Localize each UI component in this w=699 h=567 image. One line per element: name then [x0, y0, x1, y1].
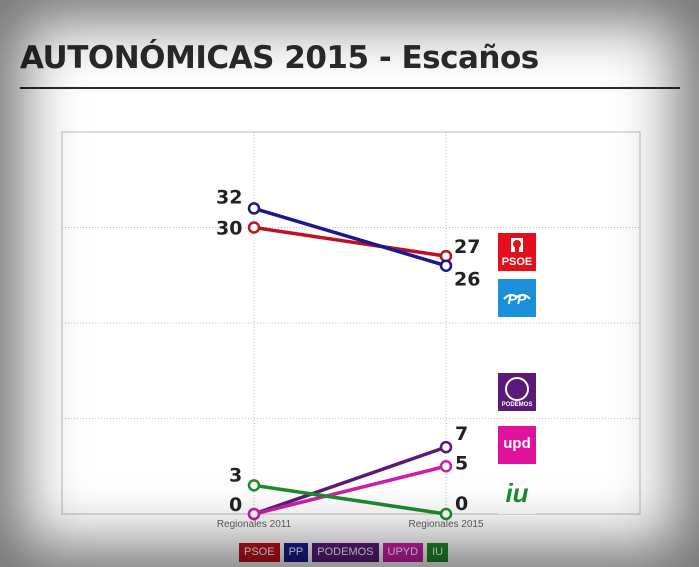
data-label-psoe: 27 [454, 236, 480, 258]
data-label-iu: 0 [455, 493, 468, 515]
series-line-upyd [252, 464, 448, 516]
series-line-pp [252, 206, 448, 268]
data-point-upyd [247, 507, 261, 521]
data-label-psoe: 30 [216, 218, 242, 240]
legend-item-psoe: PSOE [239, 543, 280, 562]
data-point-upyd [439, 460, 453, 473]
data-point-pp [247, 202, 261, 215]
data-label-podemos: 0 [229, 494, 242, 516]
iu-logo-text: iu [505, 478, 529, 508]
data-point-podemos [439, 440, 453, 454]
series-lines [247, 202, 453, 521]
data-label-pp: 32 [216, 186, 242, 208]
title-underline [20, 87, 680, 89]
data-point-psoe [247, 221, 261, 234]
chart-grid [61, 131, 641, 515]
podemos-circles-icon [505, 377, 529, 401]
psoe-logo-text: PSOE [501, 256, 533, 268]
upyd-logo-text: upd [503, 435, 531, 452]
x-tick-label: Regionales 2011 [217, 519, 292, 530]
pp-logo-text: PP [507, 291, 527, 307]
psoe-logo: PSOE [498, 233, 536, 271]
legend-item-pp: PP [283, 543, 309, 562]
chart-title: AUTONÓMICAS 2015 - Escaños [20, 40, 539, 76]
upyd-logo: upd [498, 426, 536, 464]
data-point-iu [439, 507, 453, 521]
data-label-podemos: 7 [455, 423, 468, 445]
series-line-podemos [252, 445, 448, 516]
data-label-upyd: 5 [455, 452, 468, 474]
pp-logo: PP [498, 279, 536, 317]
series-line-psoe [252, 225, 448, 258]
data-point-iu [247, 479, 261, 492]
podemos-logo: PODEMOS [498, 373, 536, 411]
psoe-rose-fist-icon [511, 238, 523, 252]
data-label-iu: 3 [229, 464, 242, 486]
chart-legend: PSOE PP PODEMOS UPYD IU [239, 543, 449, 562]
legend-item-upyd: UPYD [382, 543, 424, 562]
x-tick-labels: Regionales 2011 Regionales 2015 [217, 519, 484, 530]
pp-seagull-icon [503, 293, 531, 300]
data-point-pp [439, 259, 453, 272]
podemos-logo-text: PODEMOS [501, 402, 533, 408]
x-tick-label: Regionales 2015 [408, 519, 483, 530]
legend-item-podemos: PODEMOS [312, 543, 379, 562]
data-label-pp: 26 [454, 269, 480, 291]
iu-logo: iu [498, 476, 536, 514]
legend-item-iu: IU [427, 543, 449, 562]
series-line-iu [252, 483, 448, 516]
